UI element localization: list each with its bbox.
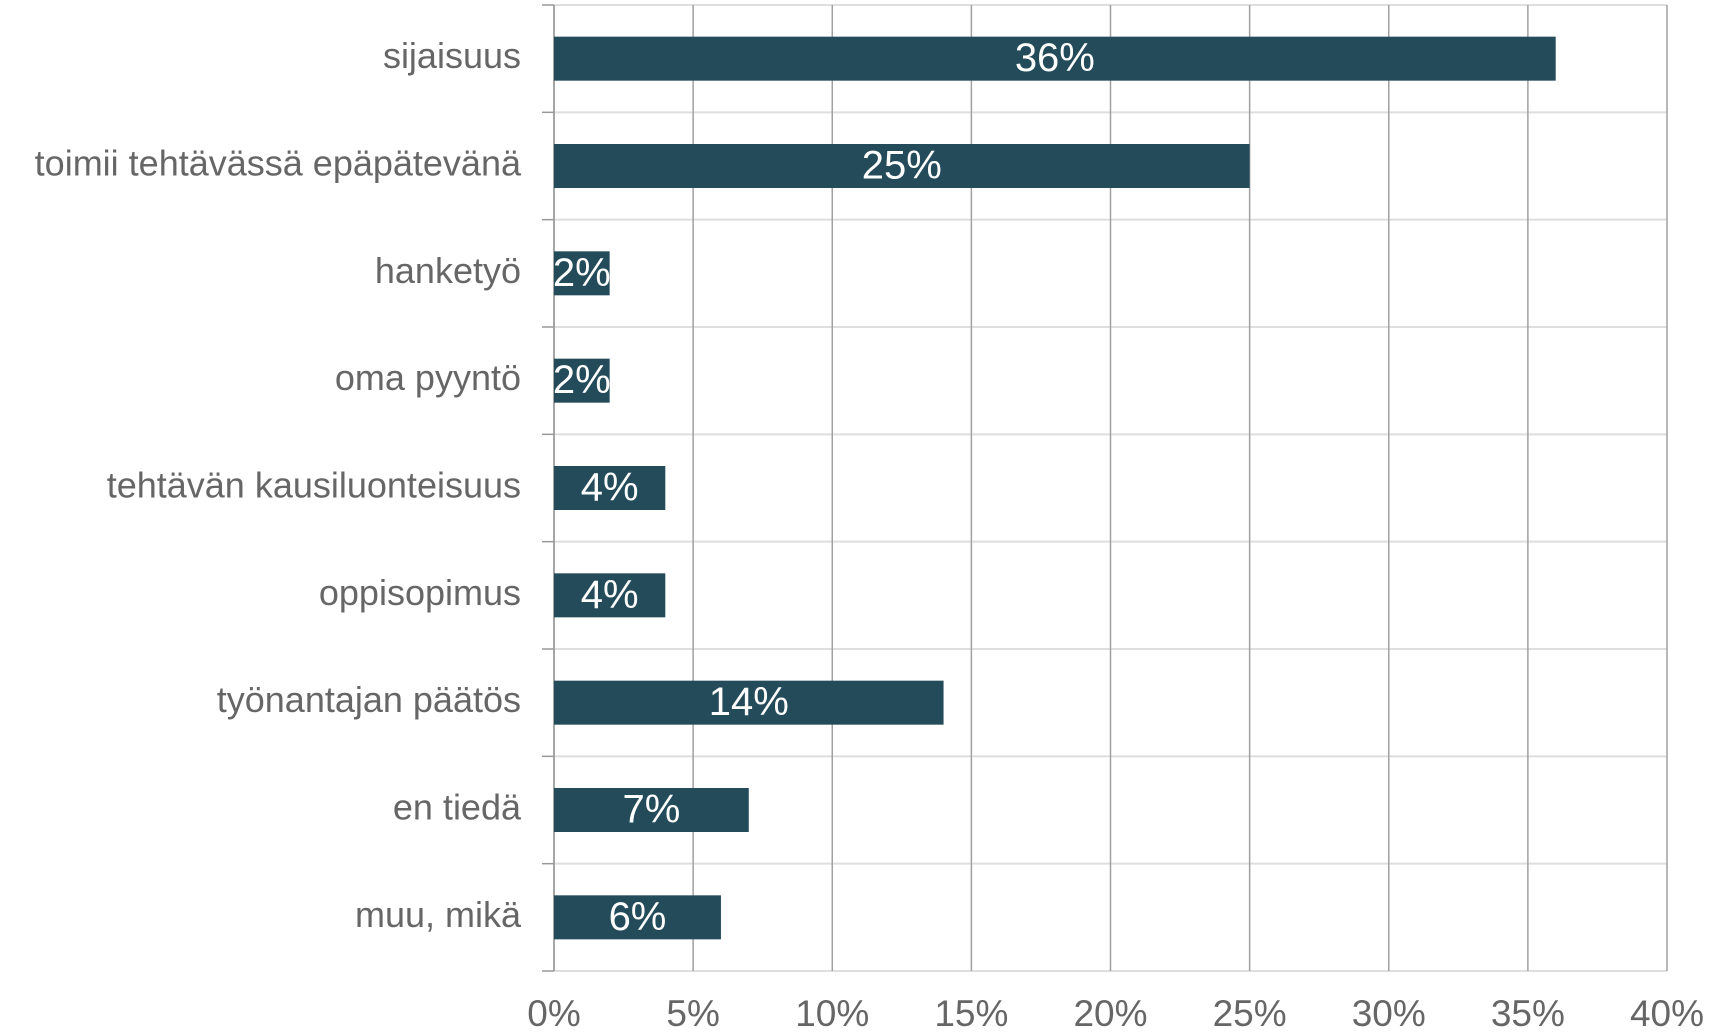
x-tick-label: 30% [1352,993,1426,1034]
y-tick-label: en tiedä [393,787,522,828]
x-tick-label: 40% [1630,993,1704,1034]
x-tick-label: 10% [795,993,869,1034]
x-tick-label: 5% [666,993,719,1034]
x-tick-label: 15% [934,993,1008,1034]
bar [554,680,944,725]
y-tick-label: muu, mikä [355,894,522,935]
bar [554,36,1556,81]
y-tick-label: hanketyö [375,250,521,291]
bar [554,466,666,510]
bar [554,895,721,940]
bar [554,573,666,618]
data-label: 4% [581,573,639,617]
data-label: 6% [609,895,667,939]
data-label: 36% [1015,36,1095,80]
bar [554,788,749,832]
y-tick-label: toimii tehtävässä epäpätevänä [35,143,522,184]
data-label: 7% [622,788,680,832]
x-tick-label: 0% [527,993,580,1034]
data-label: 2% [553,251,611,295]
data-label: 14% [709,680,789,724]
y-tick-label: oma pyyntö [335,357,521,398]
x-tick-label: 35% [1491,993,1565,1034]
bar [554,144,1250,188]
x-tick-label: 25% [1213,993,1287,1034]
y-tick-label: tehtävän kausiluonteisuus [107,465,521,506]
y-tick-label: työnantajan päätös [217,679,521,720]
data-label: 4% [581,466,639,510]
bar [554,358,610,403]
x-tick-label: 20% [1073,993,1147,1034]
y-tick-label: sijaisuus [383,35,521,76]
data-label: 25% [862,144,942,188]
y-tick-label: oppisopimus [319,572,521,613]
data-label: 2% [553,358,611,402]
bar [554,251,610,296]
